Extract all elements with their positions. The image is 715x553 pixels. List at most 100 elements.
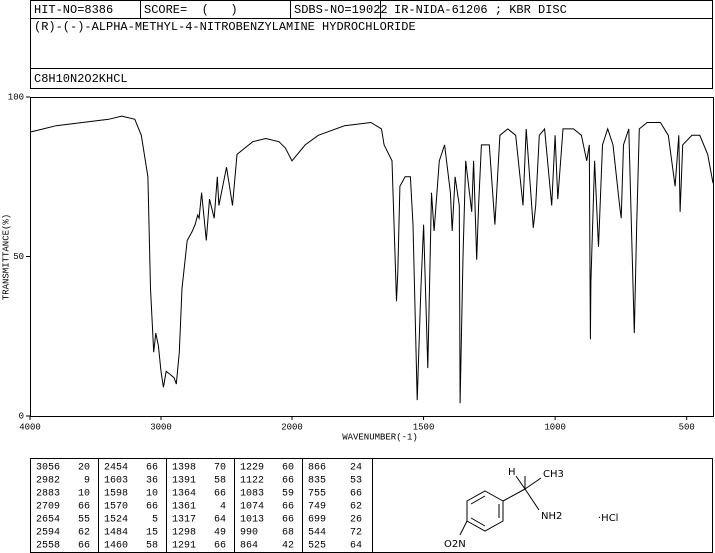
header: HIT-NO=8386 SCORE= ( ) SDBS-NO=19022 IR-… (30, 0, 713, 89)
peak-wavenumber: 525 (308, 541, 326, 552)
spectrum-line (29, 115, 714, 404)
peak-wavenumber: 2594 (36, 528, 60, 539)
x-axis-label: WAVENUMBER(-1) (342, 432, 418, 442)
structure: H CH3 NH2 O2N ·HCl (444, 467, 618, 550)
peak-wavenumber: 1598 (104, 489, 128, 500)
peak-transmittance: 10 (146, 489, 158, 500)
peak-wavenumber: 2654 (36, 515, 60, 526)
x-tick-label: 1000 (544, 422, 566, 432)
peak-wavenumber: 2883 (36, 489, 60, 500)
bond (524, 488, 540, 511)
peak-wavenumber: 1291 (172, 541, 196, 552)
peak-transmittance: 5 (152, 515, 158, 526)
peak-transmittance: 66 (282, 502, 294, 513)
y-tick-label: 100 (8, 92, 24, 102)
peak-transmittance: 42 (282, 541, 294, 552)
peak-transmittance: 62 (78, 528, 90, 539)
hit-no: HIT-NO=8386 (34, 3, 113, 17)
x-tick-label: 1500 (413, 422, 435, 432)
salt-label: ·HCl (598, 513, 618, 524)
peak-wavenumber: 1013 (240, 515, 264, 526)
amine-label: NH2 (541, 511, 562, 522)
peak-transmittance: 58 (146, 541, 158, 552)
peak-transmittance: 24 (350, 463, 362, 474)
peak-wavenumber: 1398 (172, 463, 196, 474)
peak-transmittance: 49 (214, 528, 226, 539)
y-axis-label: TRANSMITTANCE(%) (1, 214, 11, 300)
peak-wavenumber: 755 (308, 489, 326, 500)
peak-wavenumber: 1460 (104, 541, 128, 552)
peak-transmittance: 66 (146, 502, 158, 513)
h-label: H (508, 467, 516, 478)
peak-wavenumber: 1317 (172, 515, 196, 526)
benzene-ring (466, 490, 504, 532)
peak-wavenumber: 2709 (36, 502, 60, 513)
peak-wavenumber: 1229 (240, 463, 264, 474)
peak-wavenumber: 990 (240, 528, 258, 539)
peak-transmittance: 64 (350, 541, 362, 552)
peak-transmittance: 26 (350, 515, 362, 526)
peak-transmittance: 58 (214, 476, 226, 487)
score: SCORE= ( ) (144, 3, 238, 17)
peak-transmittance: 15 (146, 528, 158, 539)
peak-wavenumber: 2454 (104, 463, 128, 474)
peak-transmittance: 36 (146, 476, 158, 487)
nitro-label: O2N (444, 539, 466, 550)
peak-wavenumber: 544 (308, 528, 326, 539)
peak-transmittance: 66 (78, 502, 90, 513)
peak-wavenumber: 1074 (240, 502, 264, 513)
peak-transmittance: 62 (350, 502, 362, 513)
peak-transmittance: 66 (282, 476, 294, 487)
peak-wavenumber: 1122 (240, 476, 264, 487)
peak-transmittance: 66 (282, 515, 294, 526)
x-tick-label: 3000 (150, 422, 172, 432)
peak-transmittance: 60 (282, 463, 294, 474)
x-tick-label: 4000 (19, 422, 41, 432)
peak-wavenumber: 1083 (240, 489, 264, 500)
y-tick-label: 50 (13, 252, 24, 262)
peak-transmittance: 68 (282, 528, 294, 539)
peak-wavenumber: 2982 (36, 476, 60, 487)
peak-transmittance: 9 (84, 476, 90, 487)
peak-wavenumber: 1361 (172, 502, 196, 513)
peak-transmittance: 66 (78, 541, 90, 552)
bond (502, 488, 526, 502)
bond (515, 475, 526, 490)
header-box (30, 0, 713, 89)
peak-wavenumber: 699 (308, 515, 326, 526)
peak-transmittance: 4 (220, 502, 226, 513)
compound-name: (R)-(-)-ALPHA-METHYL-4-NITROBENZYLAMINE … (34, 20, 416, 34)
peak-wavenumber: 1570 (104, 502, 128, 513)
peak-transmittance: 72 (350, 528, 362, 539)
y-tick-label: 0 (19, 411, 24, 421)
peak-transmittance: 66 (214, 489, 226, 500)
bond (470, 495, 486, 505)
peak-transmittance: 20 (78, 463, 90, 474)
peak-wavenumber: 835 (308, 476, 326, 487)
methyl-label: CH3 (543, 469, 564, 480)
peak-wavenumber: 749 (308, 502, 326, 513)
chart: WAVENUMBER(-1) TRANSMITTANCE(%) (1, 97, 714, 442)
sdbs-no: SDBS-NO=19022 (294, 3, 388, 17)
bond (459, 520, 468, 536)
peak-wavenumber: 864 (240, 541, 258, 552)
x-tick-label: 2000 (281, 422, 303, 432)
method: IR-NIDA-61206 ; KBR DISC (394, 3, 567, 17)
plot-frame (30, 97, 714, 417)
peak-wavenumber: 1391 (172, 476, 196, 487)
bond (470, 517, 486, 527)
peak-wavenumber: 2558 (36, 541, 60, 552)
peak-wavenumber: 1298 (172, 528, 196, 539)
peak-table (30, 458, 713, 553)
peak-wavenumber: 3056 (36, 463, 60, 474)
peak-wavenumber: 1603 (104, 476, 128, 487)
peak-transmittance: 66 (214, 541, 226, 552)
peak-transmittance: 64 (214, 515, 226, 526)
bond (524, 477, 542, 490)
peak-wavenumber: 1524 (104, 515, 128, 526)
peak-transmittance: 55 (78, 515, 90, 526)
peak-transmittance: 66 (350, 489, 362, 500)
peak-wavenumber: 1484 (104, 528, 128, 539)
peak-wavenumber: 1364 (172, 489, 196, 500)
